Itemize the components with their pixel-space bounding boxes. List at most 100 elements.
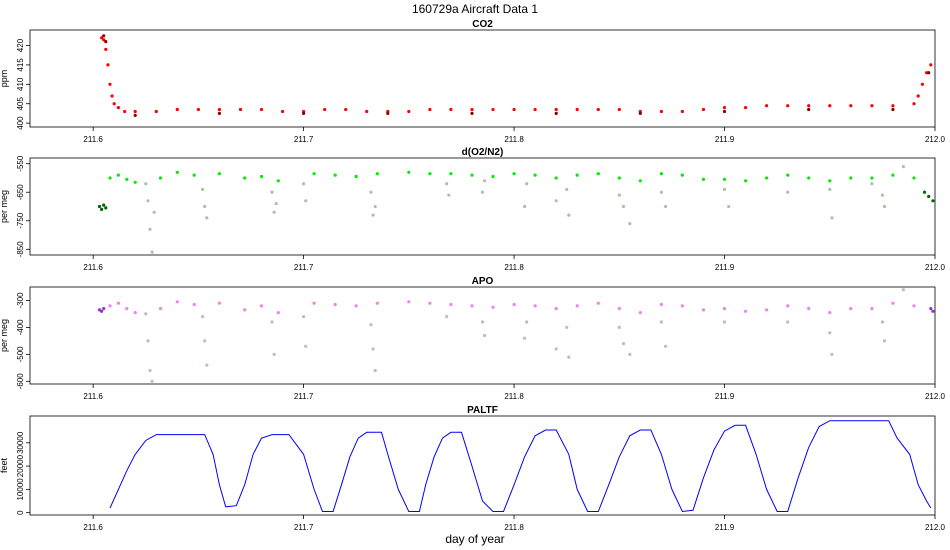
data-point — [491, 107, 495, 112]
data-point — [554, 176, 558, 180]
data-point — [196, 107, 200, 112]
data-point — [828, 179, 832, 183]
data-point — [765, 308, 769, 312]
data-point — [302, 111, 306, 115]
data-point — [100, 309, 104, 313]
data-point — [929, 307, 933, 311]
data-point — [108, 304, 112, 308]
data-point — [891, 301, 895, 305]
data-point — [110, 94, 114, 98]
data-point — [354, 174, 358, 179]
data-point — [512, 302, 516, 307]
y-axis-label: per meg — [0, 190, 9, 223]
y-axis-label: feet — [0, 457, 9, 473]
x-tick-label: 212.0 — [925, 263, 946, 272]
data-point — [617, 325, 621, 329]
data-point — [565, 187, 569, 191]
plot-frame — [29, 157, 936, 256]
data-point — [146, 339, 150, 343]
data-point — [102, 38, 106, 42]
data-point — [870, 182, 874, 186]
data-point — [554, 347, 558, 351]
data-point — [150, 250, 154, 254]
data-point — [830, 352, 834, 356]
data-point — [125, 177, 129, 181]
data-point — [449, 302, 453, 307]
data-point — [765, 176, 769, 180]
data-point — [882, 339, 887, 343]
data-point — [870, 307, 874, 311]
data-point — [203, 339, 207, 343]
data-point — [470, 111, 474, 115]
data-point — [108, 176, 112, 180]
data-point — [617, 193, 621, 197]
data-point — [323, 107, 327, 112]
panel-title: PALTF — [467, 405, 498, 416]
data-point — [659, 172, 664, 176]
data-point — [150, 379, 154, 383]
y-tick-label: 10000 — [16, 478, 25, 501]
data-point — [480, 320, 485, 324]
data-point — [158, 176, 163, 180]
data-point — [786, 190, 790, 194]
data-point — [146, 199, 150, 203]
data-point — [912, 176, 916, 180]
data-point — [276, 179, 280, 183]
data-point — [175, 300, 179, 304]
data-point — [192, 302, 196, 307]
data-point — [480, 190, 485, 194]
data-point — [575, 107, 579, 112]
data-point — [722, 109, 727, 114]
data-point — [102, 307, 106, 311]
data-point — [259, 107, 264, 112]
panels: CO2 211.6 211.7 211.8 211.9 212.0 400 405 410 415… — [0, 19, 946, 532]
data-point — [483, 179, 487, 183]
data-point — [125, 307, 129, 311]
data-point — [449, 107, 453, 112]
data-point — [259, 304, 264, 308]
data-point — [175, 170, 179, 174]
data-point — [152, 210, 156, 214]
data-point — [849, 176, 853, 180]
data-point — [217, 111, 221, 115]
y-tick-label: 20000 — [16, 454, 25, 477]
y-tick-label: -600 — [16, 373, 25, 390]
data-point — [828, 104, 832, 108]
data-point — [238, 107, 243, 112]
data-point — [491, 305, 495, 309]
data-point — [744, 179, 748, 183]
data-point — [916, 94, 920, 98]
data-point — [449, 172, 453, 176]
data-point — [243, 176, 247, 180]
data-point — [104, 206, 108, 210]
data-point — [373, 368, 377, 373]
x-tick-label: 211.7 — [294, 135, 314, 144]
data-point — [445, 315, 449, 319]
data-point — [920, 82, 925, 86]
y-tick-label: -650 — [16, 184, 25, 201]
data-point — [205, 216, 209, 220]
data-point — [201, 315, 205, 319]
data-point — [276, 311, 280, 315]
data-point — [491, 174, 495, 179]
data-point — [722, 320, 727, 324]
data-point — [565, 325, 569, 329]
data-point — [891, 173, 895, 177]
data-point — [807, 104, 811, 108]
x-tick-label: 212.0 — [925, 523, 946, 532]
x-tick-label: 211.8 — [504, 523, 524, 532]
plot-frame — [29, 415, 936, 516]
data-point — [628, 352, 632, 356]
data-point — [270, 190, 274, 194]
y-tick-label: 415 — [16, 58, 25, 72]
data-point — [828, 187, 832, 191]
data-point — [882, 204, 887, 209]
data-point — [407, 300, 411, 304]
data-point — [333, 302, 337, 307]
data-point — [849, 104, 853, 108]
data-point — [765, 104, 769, 108]
data-point — [830, 216, 834, 220]
x-tick-label: 211.9 — [715, 263, 735, 272]
data-point — [97, 204, 102, 209]
data-point — [880, 193, 885, 197]
